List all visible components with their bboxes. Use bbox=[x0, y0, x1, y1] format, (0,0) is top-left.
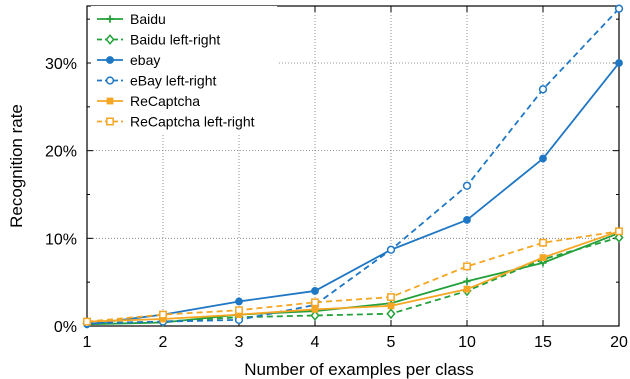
data-point-recaptcha-left-right bbox=[539, 238, 547, 247]
legend-item-recaptcha-left-right: ReCaptcha left-right bbox=[97, 114, 255, 130]
y-tick-label: 30% bbox=[45, 56, 77, 73]
series-line-recaptcha-left-right bbox=[86, 230, 620, 323]
data-point-ebay-left-right bbox=[614, 4, 624, 13]
data-point-recaptcha-left-right bbox=[159, 310, 167, 319]
legend-item-ebay-left-right: eBay left-right bbox=[97, 73, 216, 89]
data-point-recaptcha-left-right bbox=[615, 227, 623, 236]
legend-marker bbox=[106, 56, 114, 64]
series-lines bbox=[82, 4, 624, 329]
grid-lines bbox=[87, 6, 619, 326]
legend-marker bbox=[105, 34, 115, 45]
series-line-recaptcha bbox=[86, 230, 620, 323]
y-tick-label: 10% bbox=[45, 231, 77, 248]
series-line-baidu-left-right bbox=[86, 236, 620, 325]
x-axis-label: Number of examples per class bbox=[244, 360, 474, 379]
data-point-recaptcha bbox=[539, 254, 547, 262]
data-point-recaptcha bbox=[463, 285, 471, 293]
data-point-recaptcha-left-right bbox=[311, 298, 319, 307]
legend-item-baidu-left-right: Baidu left-right bbox=[97, 32, 220, 48]
series-line-baidu bbox=[86, 232, 620, 326]
y-tick-label: 20% bbox=[45, 144, 77, 161]
data-point-ebay bbox=[463, 216, 471, 224]
data-point-recaptcha-left-right bbox=[387, 293, 395, 302]
data-point-ebay-left-right bbox=[538, 85, 548, 94]
legend-label: Baidu bbox=[130, 11, 166, 27]
data-point-baidu bbox=[463, 277, 471, 285]
data-point-baidu-left-right bbox=[310, 310, 320, 321]
legend-item-ebay: ebay bbox=[97, 52, 160, 68]
legend-label: Baidu left-right bbox=[130, 32, 220, 48]
data-point-ebay-left-right bbox=[462, 181, 472, 190]
data-point-ebay bbox=[235, 297, 243, 306]
x-tick-label: 3 bbox=[235, 334, 244, 351]
data-point-recaptcha-left-right bbox=[463, 262, 471, 271]
legend-marker bbox=[105, 76, 115, 85]
data-point-ebay bbox=[311, 287, 319, 295]
series-line-ebay bbox=[86, 62, 620, 326]
data-point-ebay bbox=[615, 59, 623, 67]
data-point-recaptcha bbox=[235, 311, 243, 319]
series-line-ebay-left-right bbox=[86, 8, 620, 325]
legend-label: ReCaptcha bbox=[130, 93, 200, 109]
x-tick-label: 5 bbox=[387, 334, 396, 351]
legend-marker bbox=[106, 117, 114, 126]
x-tick-label: 20 bbox=[610, 334, 628, 351]
plot-frame bbox=[86, 5, 620, 327]
data-point-baidu-left-right bbox=[614, 232, 624, 243]
data-point-baidu-left-right bbox=[386, 308, 396, 320]
x-tick-label: 1 bbox=[83, 334, 92, 351]
x-tick-label: 15 bbox=[534, 334, 552, 351]
tick-labels: 0% 10% 20% 30% 1 2 3 4 5 10 15 20 bbox=[45, 56, 628, 351]
series-recaptcha-left-right bbox=[83, 227, 623, 326]
legend-marker bbox=[106, 15, 114, 23]
legend-marker bbox=[106, 97, 114, 105]
legend-item-baidu: Baidu bbox=[97, 11, 166, 27]
legend-label: ReCaptcha left-right bbox=[130, 114, 255, 130]
data-point-ebay bbox=[539, 154, 547, 163]
data-point-recaptcha-left-right bbox=[235, 306, 243, 315]
data-point-recaptcha bbox=[159, 315, 167, 323]
legend-label: eBay left-right bbox=[130, 73, 216, 89]
legend: Baidu Baidu left-right ebay eBay left-right… bbox=[91, 6, 277, 134]
y-tick-label: 0% bbox=[54, 319, 77, 336]
legend-item-recaptcha: ReCaptcha bbox=[97, 93, 200, 109]
y-axis-label: Recognition rate bbox=[7, 104, 26, 228]
x-tick-label: 10 bbox=[458, 334, 476, 351]
x-tick-label: 4 bbox=[311, 334, 320, 351]
x-tick-label: 2 bbox=[159, 334, 168, 351]
data-point-recaptcha bbox=[311, 305, 319, 313]
data-point-recaptcha bbox=[387, 302, 395, 310]
data-point-recaptcha-left-right bbox=[83, 317, 91, 326]
legend-background bbox=[91, 6, 277, 134]
legend-label: ebay bbox=[130, 52, 160, 68]
data-point-ebay-left-right bbox=[386, 245, 396, 254]
